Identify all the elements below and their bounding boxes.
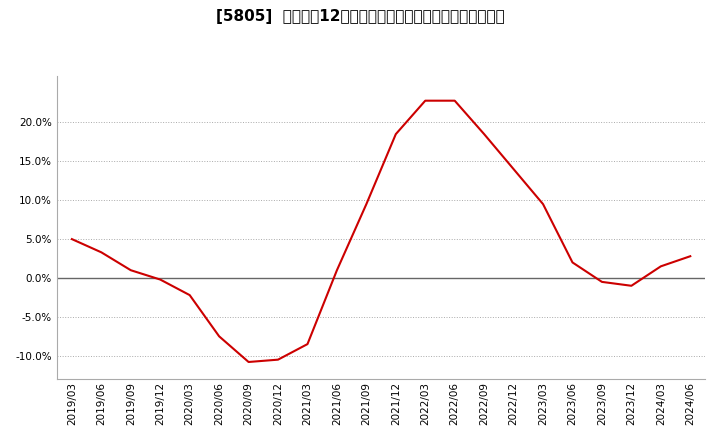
Text: [5805]  売上高の12か月移動合計の対前年同期増減率の推移: [5805] 売上高の12か月移動合計の対前年同期増減率の推移 — [215, 9, 505, 24]
